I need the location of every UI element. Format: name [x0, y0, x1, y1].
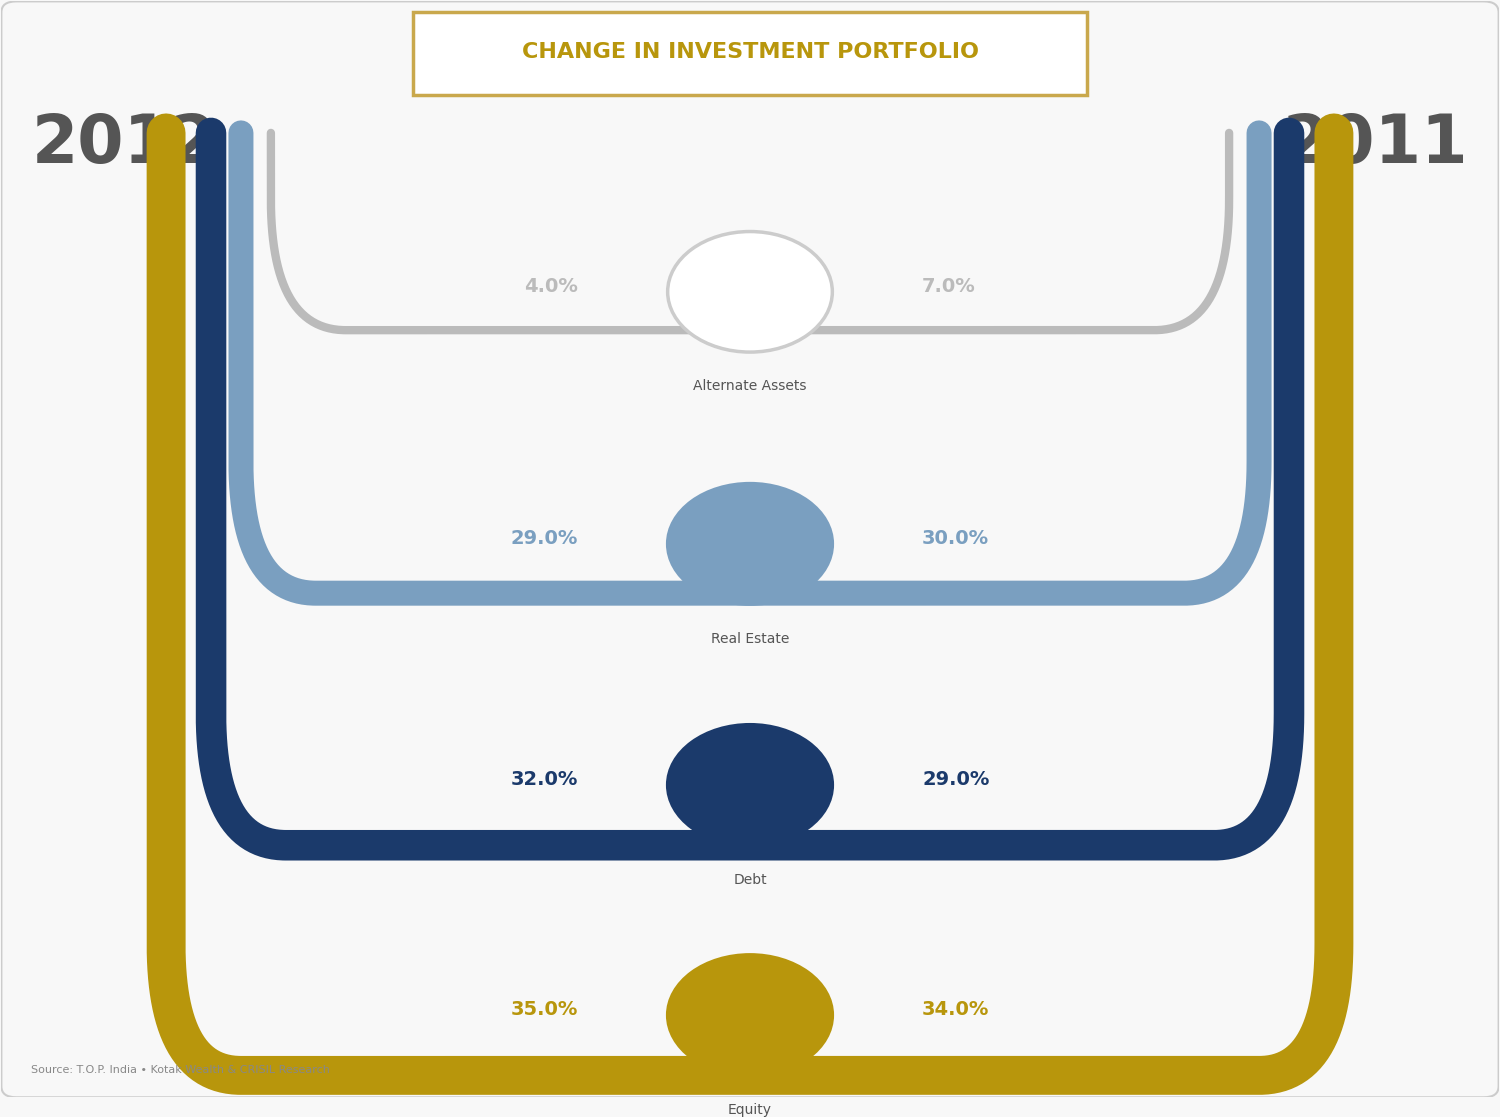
Circle shape: [668, 725, 832, 846]
Text: 30.0%: 30.0%: [922, 528, 990, 548]
Text: Equity: Equity: [728, 1102, 772, 1117]
Text: CHANGE IN INVESTMENT PORTFOLIO: CHANGE IN INVESTMENT PORTFOLIO: [522, 42, 978, 63]
Text: Alternate Assets: Alternate Assets: [693, 380, 807, 393]
Text: 4.0%: 4.0%: [524, 277, 578, 296]
Text: Source: T.O.P. India • Kotak Wealth & CRISIL Research: Source: T.O.P. India • Kotak Wealth & CR…: [32, 1066, 330, 1076]
Text: 29.0%: 29.0%: [510, 528, 578, 548]
Circle shape: [668, 955, 832, 1076]
Text: 2011: 2011: [1282, 111, 1468, 176]
Text: 35.0%: 35.0%: [510, 1000, 578, 1019]
Text: 2012: 2012: [32, 111, 216, 176]
Text: 7.0%: 7.0%: [922, 277, 976, 296]
Text: Real Estate: Real Estate: [711, 631, 789, 646]
Text: 29.0%: 29.0%: [922, 770, 990, 789]
FancyBboxPatch shape: [2, 1, 1498, 1097]
Circle shape: [668, 231, 832, 352]
Circle shape: [668, 484, 832, 604]
Text: 34.0%: 34.0%: [922, 1000, 990, 1019]
Text: Debt: Debt: [734, 872, 766, 887]
FancyBboxPatch shape: [413, 12, 1088, 95]
Text: 32.0%: 32.0%: [510, 770, 578, 789]
